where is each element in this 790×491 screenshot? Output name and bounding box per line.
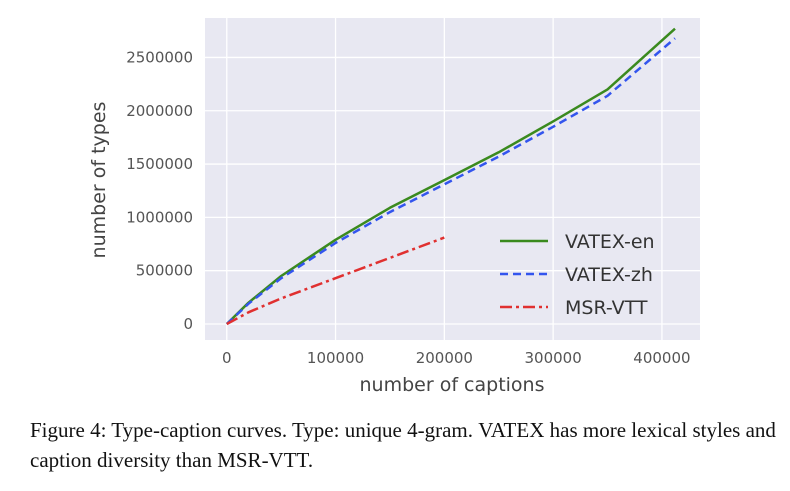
figure-caption: Figure 4: Type-caption curves. Type: uni… — [30, 415, 780, 475]
y-tick-label: 0 — [183, 315, 193, 333]
x-tick-labels: 0 100000 200000 300000 400000 — [222, 349, 691, 367]
legend-label-vatex-en: VATEX-en — [565, 231, 655, 253]
y-tick-label: 1000000 — [126, 208, 193, 226]
x-tick-label: 0 — [222, 349, 232, 367]
legend-label-msr-vtt: MSR-VTT — [565, 297, 648, 319]
caption-brand: VATEX — [478, 418, 545, 442]
legend: VATEX-en VATEX-zh MSR-VTT — [500, 231, 655, 319]
plot-background — [205, 18, 700, 340]
series-line-msr-vtt — [226, 236, 445, 326]
x-tick-label: 300000 — [524, 349, 581, 367]
x-tick-label: 100000 — [307, 349, 364, 367]
y-tick-label: 1500000 — [126, 155, 193, 173]
y-tick-label: 2500000 — [126, 48, 193, 66]
y-axis-label: number of types — [88, 102, 110, 259]
y-tick-label: 2000000 — [126, 102, 193, 120]
type-caption-chart: 0 100000 200000 300000 400000 0 500000 1000000… — [88, 18, 700, 396]
series-layer — [225, 27, 676, 326]
caption-suffix: has more lexical styles and caption dive… — [30, 418, 776, 472]
x-axis-label: number of captions — [360, 374, 545, 396]
legend-label-vatex-zh: VATEX-zh — [565, 264, 653, 286]
x-tick-label: 200000 — [416, 349, 473, 367]
y-tick-labels: 0 500000 1000000 1500000 2000000 2500000 — [126, 48, 193, 333]
y-tick-label: 500000 — [136, 262, 193, 280]
series-line-vatex-en — [225, 27, 676, 325]
caption-prefix: Figure 4: Type-caption curves. Type: uni… — [30, 418, 479, 442]
x-tick-label: 400000 — [633, 349, 690, 367]
